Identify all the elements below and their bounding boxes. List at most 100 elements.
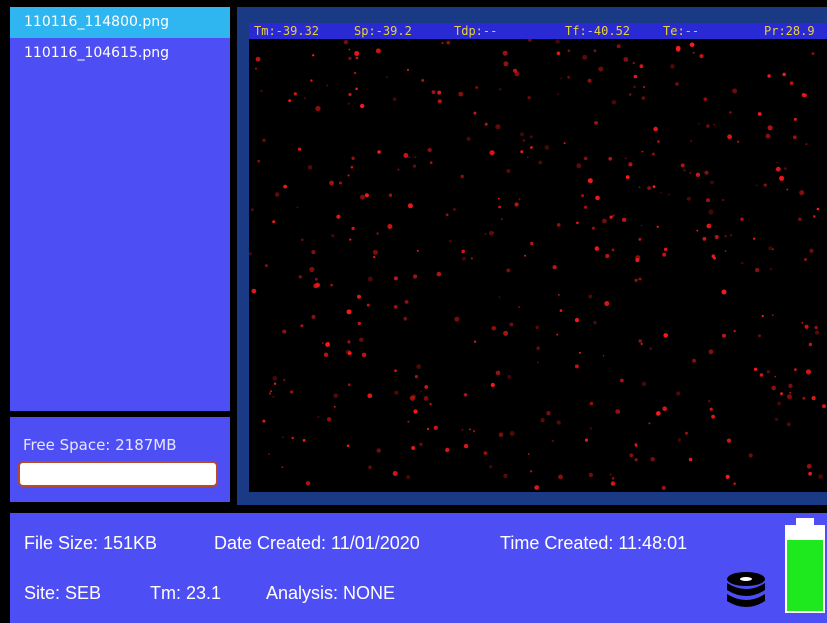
time-created: Time Created: 11:48:01 xyxy=(500,533,688,553)
particle xyxy=(283,184,288,189)
particle xyxy=(556,333,559,336)
particle xyxy=(546,411,551,416)
particle xyxy=(448,239,452,243)
particle xyxy=(355,56,359,60)
particle xyxy=(698,122,700,125)
particle xyxy=(315,105,321,112)
particle xyxy=(490,382,495,388)
particle xyxy=(527,96,531,100)
particle xyxy=(495,370,501,376)
particle xyxy=(272,220,276,224)
image-frame: Tm:-39.32 Sp:-39.2 Tdp:-- Tf:-40.52 Te:-… xyxy=(237,7,827,505)
particle xyxy=(686,196,691,201)
particle xyxy=(311,314,316,319)
particle xyxy=(793,117,797,121)
free-space-label: Free Space: 2187MB xyxy=(23,436,177,454)
particle xyxy=(620,378,624,383)
particle xyxy=(610,481,616,486)
particle xyxy=(498,296,501,298)
particle xyxy=(808,342,813,347)
particle xyxy=(491,326,497,331)
particle xyxy=(437,99,442,104)
particle xyxy=(757,112,762,116)
particle xyxy=(641,150,644,153)
particle xyxy=(779,175,785,181)
particle xyxy=(394,369,397,373)
particle xyxy=(489,465,493,469)
particle xyxy=(507,375,512,379)
particle xyxy=(350,165,354,169)
particle xyxy=(407,420,410,423)
particle xyxy=(801,93,806,97)
file-item-110116-104615[interactable]: 110116_104615.png xyxy=(24,45,169,61)
particle xyxy=(355,87,358,91)
particle xyxy=(520,150,524,154)
particle xyxy=(347,174,350,177)
image-preview[interactable] xyxy=(249,39,827,492)
particle xyxy=(676,47,681,52)
particle xyxy=(591,226,595,230)
particle xyxy=(724,250,727,252)
particle xyxy=(584,205,588,209)
particle xyxy=(392,471,398,476)
particle xyxy=(811,396,816,401)
particle xyxy=(309,266,315,273)
particle xyxy=(321,342,324,344)
particle xyxy=(262,138,266,142)
particle xyxy=(814,325,818,330)
particle xyxy=(589,427,593,430)
particle xyxy=(789,391,792,394)
particle xyxy=(372,249,378,255)
particle xyxy=(466,136,471,141)
particle xyxy=(394,390,399,395)
particle xyxy=(574,318,580,323)
particle xyxy=(789,81,794,85)
particle xyxy=(267,453,270,455)
particle xyxy=(593,320,597,325)
particle xyxy=(423,396,429,401)
particle xyxy=(587,178,593,184)
particle xyxy=(330,283,333,287)
particle xyxy=(527,39,532,42)
particle xyxy=(652,185,656,189)
particle xyxy=(530,146,533,149)
particle xyxy=(413,274,418,279)
particle xyxy=(574,364,579,369)
particle xyxy=(300,324,304,328)
particle xyxy=(429,161,433,164)
particle xyxy=(520,132,525,137)
particle xyxy=(420,390,423,393)
particle xyxy=(710,180,714,185)
particle xyxy=(638,277,642,281)
particle xyxy=(714,235,719,239)
particle xyxy=(576,163,582,169)
file-size: File Size: 151KB xyxy=(24,533,158,553)
particle xyxy=(726,438,732,443)
particle xyxy=(722,333,726,338)
particle xyxy=(650,457,655,462)
particle xyxy=(709,407,713,411)
particle xyxy=(305,481,311,486)
particle xyxy=(753,237,756,240)
particle xyxy=(818,474,824,480)
particle xyxy=(608,157,612,161)
particle xyxy=(695,172,701,177)
particle xyxy=(775,166,781,172)
particle xyxy=(683,168,686,172)
particle xyxy=(406,68,410,71)
particle xyxy=(529,135,533,139)
particle xyxy=(348,56,352,60)
file-item-110116-114800[interactable]: 110116_114800.png xyxy=(10,7,230,38)
particle xyxy=(594,246,600,251)
database-icon xyxy=(724,570,768,612)
particle xyxy=(595,195,600,201)
particle xyxy=(386,76,388,79)
particle xyxy=(798,217,802,221)
particle xyxy=(357,321,361,326)
particle xyxy=(598,66,604,72)
particle xyxy=(685,431,688,435)
particle xyxy=(298,275,302,279)
particle xyxy=(774,417,779,422)
particle xyxy=(733,329,736,333)
particle xyxy=(349,238,352,241)
